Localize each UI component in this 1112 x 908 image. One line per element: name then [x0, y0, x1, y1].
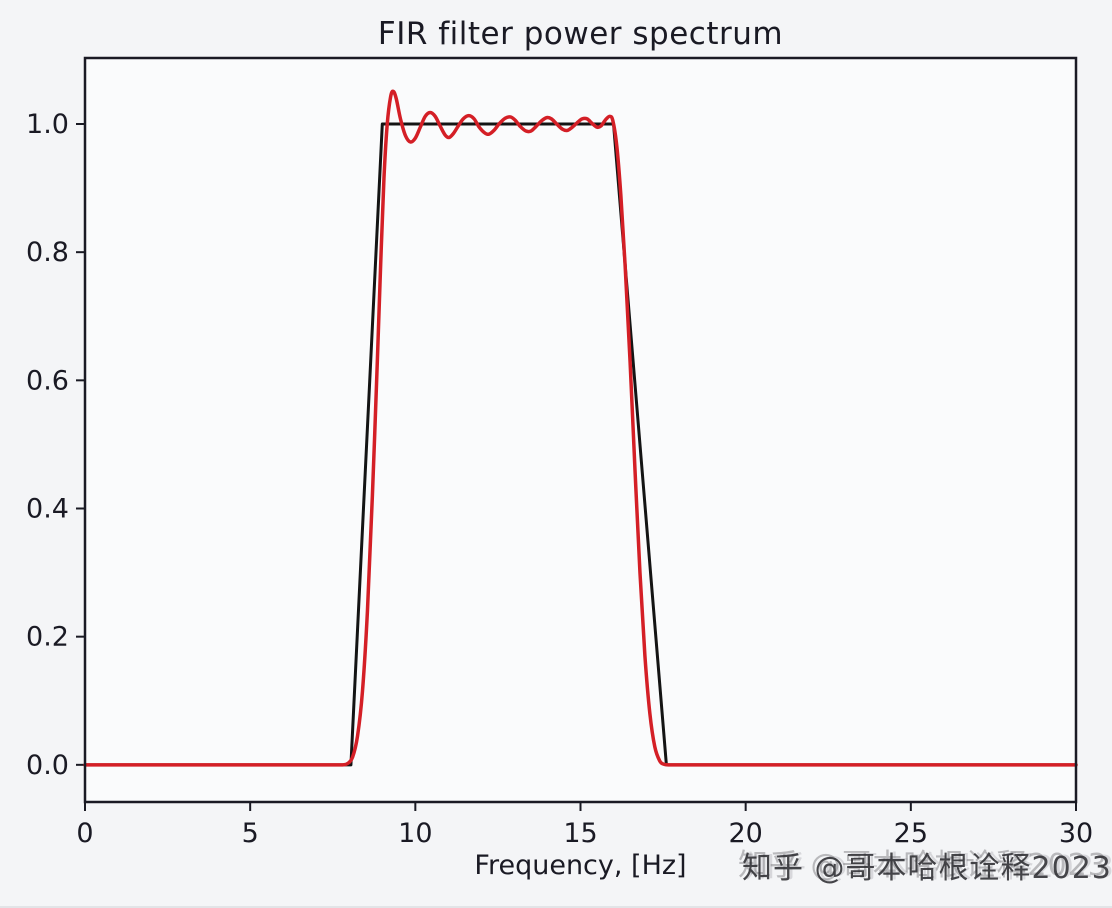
- series-line-fir-filter-power-spectrum: [83, 89, 1078, 767]
- x-tick-label: 10: [398, 818, 432, 849]
- x-axis-label: Frequency, [Hz]: [474, 850, 687, 881]
- plot-background: [85, 58, 1076, 802]
- y-tick-label: 0.4: [26, 494, 69, 525]
- axes-frame: [83, 56, 1078, 804]
- x-tick-label: 25: [894, 818, 928, 849]
- y-tick-label: 0.2: [26, 622, 69, 653]
- x-tick-label: 30: [1059, 818, 1093, 849]
- x-tick-label: 0: [76, 818, 93, 849]
- x-tick-label: 15: [563, 818, 597, 849]
- y-tick-label: 0.0: [26, 750, 69, 781]
- watermark-text: 知乎 @哥本哈根诠释2023: [742, 851, 1112, 886]
- x-tick-label: 5: [242, 818, 259, 849]
- chart-title: FIR filter power spectrum: [377, 16, 784, 52]
- x-tick-label: 20: [728, 818, 762, 849]
- y-tick-label: 0.8: [26, 237, 69, 268]
- y-tick-label: 1.0: [26, 109, 69, 140]
- y-tick-label: 0.6: [26, 365, 69, 396]
